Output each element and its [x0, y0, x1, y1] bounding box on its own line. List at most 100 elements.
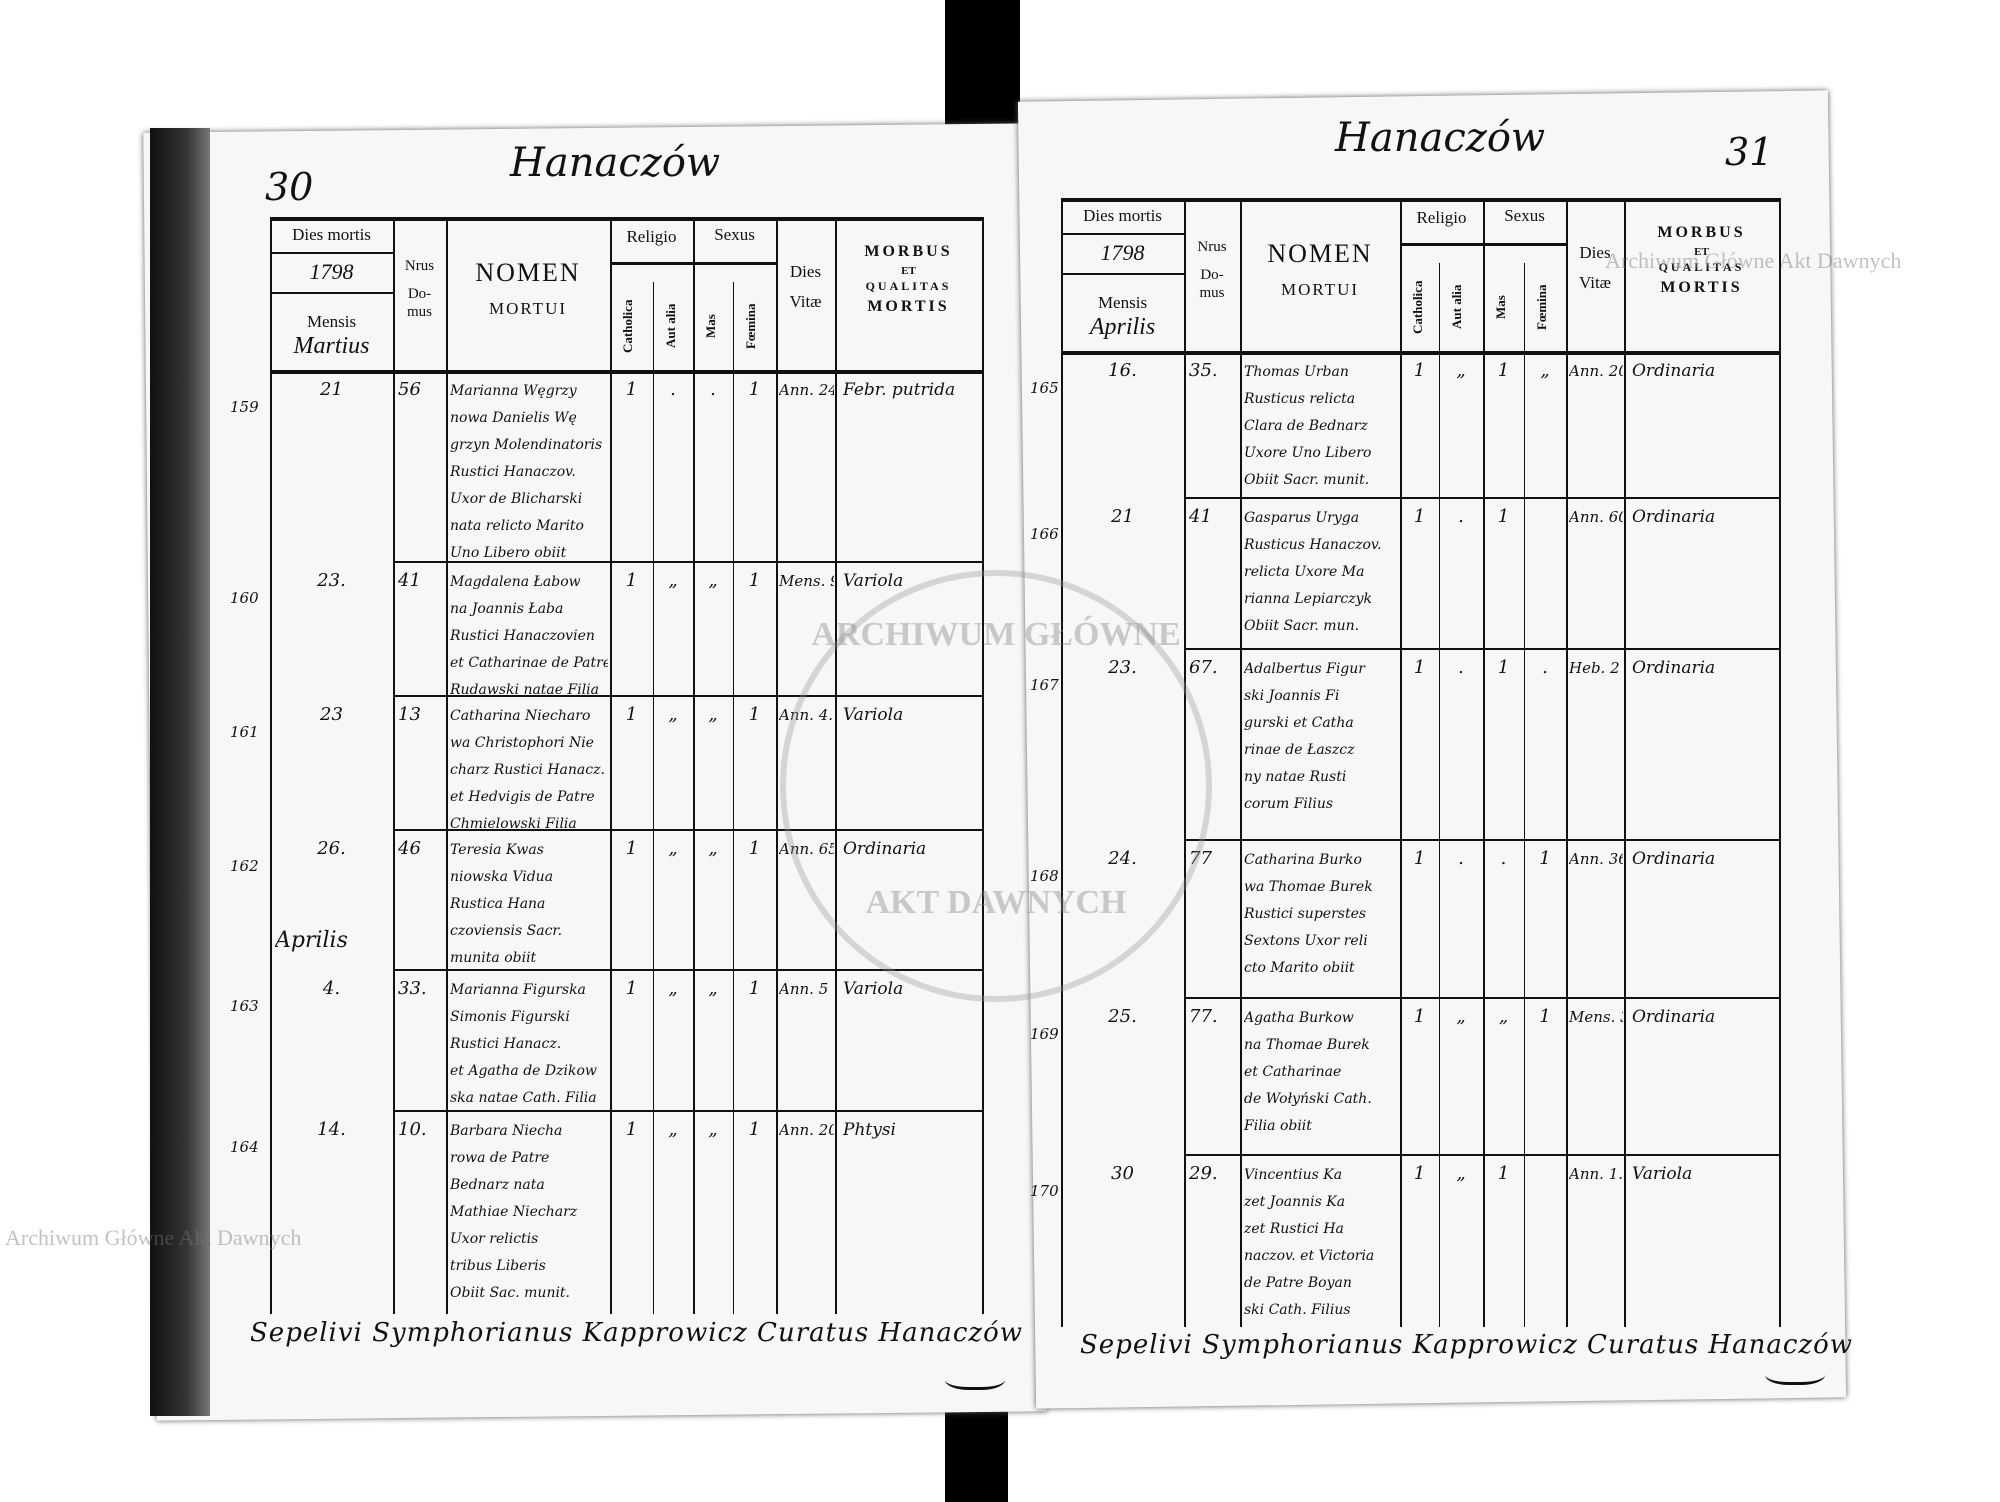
header-mas: Mas	[703, 314, 718, 338]
book-spine-edge	[150, 128, 210, 1416]
mark-cath: 1	[1413, 1163, 1426, 1184]
binding-strip-bottom	[945, 1403, 1008, 1502]
rule-line	[1184, 648, 1779, 650]
header-year: 1798	[1100, 240, 1145, 265]
mark-foem: „	[1540, 360, 1550, 381]
mark-cath: 1	[625, 838, 638, 859]
header-sexus: Sexus	[714, 225, 755, 244]
header-dies-mortis: Dies mortis	[1083, 206, 1162, 225]
signature-flourish	[945, 1365, 1005, 1390]
deceased-name-line: Marianna Figurska	[450, 982, 586, 998]
rule-line	[1240, 198, 1242, 1327]
seal-text-bottom: AKT DAWNYCH	[865, 884, 1127, 921]
deceased-name-line: de Wołyński Cath.	[1244, 1091, 1372, 1107]
mark-mas: „	[708, 704, 718, 725]
right_page-page-number: 31	[1725, 130, 1774, 174]
header-mortui: MORTUI	[488, 299, 568, 318]
rule-line	[270, 370, 982, 374]
deceased-name-line: Gasparus Uryga	[1244, 510, 1360, 526]
deceased-name-line: Chmielowski Filia	[450, 816, 577, 832]
deceased-name-line: tribus Liberis	[450, 1258, 546, 1274]
rule-line	[270, 292, 393, 294]
header-dies-vitae: Dies	[789, 262, 822, 281]
header-nrus: Nrus	[1197, 239, 1227, 255]
deceased-name-line: Uxore Uno Libero	[1244, 445, 1372, 461]
mark-cath: 1	[625, 570, 638, 591]
deceased-name-line: Rustici Hanacz.	[450, 1036, 562, 1052]
deceased-name-line: na Thomae Burek	[1244, 1037, 1370, 1053]
rule-line	[393, 217, 395, 1314]
mark-foem: 1	[748, 379, 761, 400]
header-foemina: Fœmina	[743, 303, 758, 349]
mark-mas: „	[708, 838, 718, 859]
rule-line	[733, 282, 734, 1314]
house-number: 67.	[1189, 657, 1218, 678]
deceased-name-line: Rustici superstes	[1244, 906, 1367, 922]
death-day: 23	[320, 704, 343, 725]
header-dies-vitae: Dies	[1579, 243, 1611, 262]
age-at-death: Ann. 5	[779, 980, 829, 998]
mark-cath: 1	[625, 379, 638, 400]
mark-alia: „	[668, 570, 678, 591]
deceased-name-line: de Patre Boyan	[1244, 1275, 1352, 1291]
entry-number: 165	[1030, 379, 1059, 397]
age-at-death: Ann. 20	[779, 1121, 834, 1139]
deceased-name-line: zet Joannis Ka	[1244, 1194, 1346, 1210]
deceased-name-line: rowa de Patre	[450, 1150, 550, 1166]
mark-alia: .	[670, 379, 676, 400]
rule-line	[270, 252, 393, 254]
cause-of-death: Ordinaria	[1632, 1007, 1716, 1027]
rule-line	[1779, 198, 1781, 1327]
rule-line	[610, 217, 612, 1314]
header-sexus: Sexus	[1504, 206, 1545, 225]
watermark-left: Archiwum Główne Akt Dawnych	[5, 1225, 302, 1250]
death-day: 21	[1111, 506, 1134, 527]
deceased-name-line: czoviensis Sacr.	[450, 923, 563, 939]
cause-of-death: Febr. putrida	[843, 380, 956, 400]
deceased-name-line: ski Cath. Filius	[1244, 1302, 1351, 1318]
deceased-name-line: nata relicto Marito	[450, 518, 584, 534]
death-day: 25.	[1108, 1006, 1137, 1027]
deceased-name-line: Rustici Hanaczovien	[450, 628, 595, 644]
mark-alia: „	[668, 978, 678, 999]
house-number: 56	[398, 379, 421, 400]
age-at-death: Mens. 3	[1569, 1008, 1623, 1026]
rule-line	[270, 217, 272, 1314]
deceased-name-line: Teresia Kwas	[450, 842, 544, 858]
deceased-name-line: wa Thomae Burek	[1244, 879, 1373, 895]
cause-of-death: Variola	[1632, 1164, 1693, 1184]
header-mensis: Mensis	[306, 312, 357, 331]
deceased-name-line: Simonis Figurski	[450, 1009, 570, 1025]
house-number: 41	[1189, 506, 1212, 527]
cause-of-death: Ordinaria	[1632, 361, 1716, 381]
rule-line	[610, 262, 776, 265]
deceased-name-line: naczov. et Victoria	[1244, 1248, 1375, 1264]
deceased-name-line: Rustica Hana	[450, 896, 546, 912]
deceased-name-line: Rustici Hanaczov.	[450, 464, 576, 480]
deceased-name-line: rianna Lepiarczyk	[1244, 591, 1373, 607]
deceased-name-line: Clara de Bednarz	[1244, 418, 1368, 434]
rule-line	[393, 561, 982, 563]
right_page-parish-title: Hanaczów	[1335, 115, 1546, 161]
deceased-name-line: et Hedvigis de Patre	[450, 789, 595, 805]
deceased-name-line: Catharina Burko	[1244, 852, 1362, 868]
rule-line	[270, 217, 982, 221]
rule-line	[1624, 198, 1626, 1327]
mark-cath: 1	[1413, 657, 1426, 678]
rule-line	[1184, 839, 1779, 841]
rule-line	[1061, 273, 1184, 275]
entry-number: 162	[230, 857, 259, 875]
deceased-name-line: et Catharinae de Patre	[450, 655, 608, 671]
deceased-name-line: Agatha Burkow	[1244, 1010, 1354, 1026]
signature-flourish	[1765, 1360, 1825, 1385]
mark-cath: 1	[625, 704, 638, 725]
header-morbus: MORBUS	[1657, 224, 1746, 241]
rule-line	[393, 1110, 982, 1112]
header-religio: Religio	[626, 227, 677, 246]
mark-mas: „	[708, 1119, 718, 1140]
deceased-name-line: Barbara Niecha	[450, 1123, 563, 1139]
mark-foem: .	[1542, 657, 1548, 678]
mark-foem: 1	[748, 1119, 761, 1140]
rule-line	[1439, 263, 1440, 1327]
house-number: 33.	[398, 978, 427, 999]
